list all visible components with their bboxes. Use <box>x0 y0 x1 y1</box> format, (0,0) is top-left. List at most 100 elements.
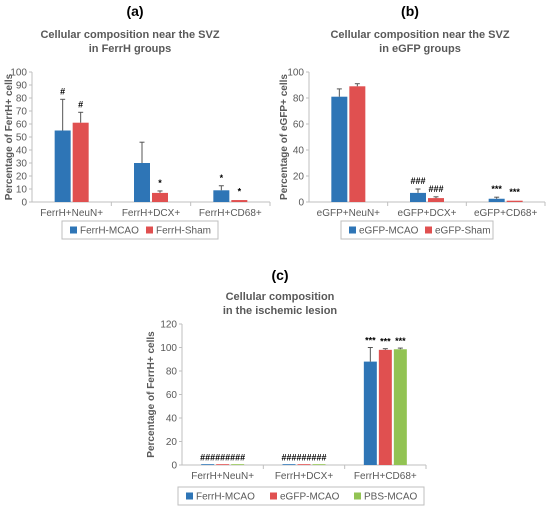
chart-b-bar <box>410 192 426 202</box>
chart-a-legend-swatch <box>70 226 77 234</box>
chart-a-y-tick-label: 50 <box>16 133 28 144</box>
chart-a-bar <box>54 130 71 202</box>
chart-b-title-line: Cellular composition near the SVZ <box>330 29 509 41</box>
chart-c-bar <box>312 464 326 465</box>
chart-a-y-tick-label: 20 <box>16 172 28 183</box>
chart-c-bar <box>297 464 311 465</box>
chart-c-legend-box <box>177 486 425 506</box>
chart-b-legend-label: eGFP-MCAO <box>359 226 419 237</box>
chart-c-y-tick-label: 0 <box>171 461 177 472</box>
chart-a-y-tick-label: 10 <box>16 185 28 196</box>
chart-c-title-line: in the ischemic lesion <box>223 305 338 317</box>
chart-c-significance-marker: ### <box>200 452 215 462</box>
chart-c-significance-marker: *** <box>380 337 391 347</box>
chart-c-bar <box>378 349 392 465</box>
chart-c-y-tick-label: 20 <box>166 437 178 448</box>
chart-b-x-tick-label: eGFP+NeuN+ <box>317 208 381 219</box>
chart-a-bar <box>231 200 248 202</box>
chart-c-significance-marker: ### <box>311 452 326 462</box>
chart-b-svg: (b) Cellular composition near the SVZ in e… <box>279 3 546 240</box>
chart-a-title-line: in FerrH groups <box>89 43 172 55</box>
chart-b-title-line: in eGFP groups <box>379 43 461 55</box>
chart-c-x-tick-label: FerrH+CD68+ <box>354 471 417 482</box>
chart-b-y-tick-label: 80 <box>293 94 305 105</box>
chart-c-bar <box>282 464 296 465</box>
chart-b-x-tick-label: eGFP+DCX+ <box>398 208 457 219</box>
chart-panel-a: (a) Cellular composition near the SVZ in F… <box>0 0 275 255</box>
chart-c-legend-swatch <box>270 492 277 500</box>
chart-c-bar <box>231 464 245 465</box>
chart-c-legend-label: FerrH-MCAO <box>196 492 255 503</box>
chart-c-y-tick-label: 40 <box>166 414 178 425</box>
chart-b-y-tick-label: 0 <box>298 198 304 209</box>
chart-b-legend-swatch <box>349 226 356 234</box>
chart-b-significance-marker: *** <box>509 187 520 197</box>
chart-b-significance-marker: ### <box>428 184 443 194</box>
chart-a-y-tick-label: 90 <box>16 81 28 92</box>
chart-b-bar <box>506 200 523 202</box>
chart-c-y-tick-label: 120 <box>160 320 177 331</box>
chart-c-significance-marker: *** <box>395 336 406 346</box>
chart-a-bar <box>213 190 230 202</box>
chart-b-y-tick-label: 100 <box>287 68 304 79</box>
chart-a-legend-label: FerrH-MCAO <box>80 226 139 237</box>
chart-b-legend-swatch <box>425 226 432 234</box>
chart-a-bar <box>152 192 168 202</box>
chart-c-significance-marker: ### <box>215 452 230 462</box>
chart-panel-c: (c) Cellular composition in the ischemic l… <box>140 262 430 518</box>
chart-c-bar <box>393 349 407 465</box>
chart-a-y-tick-label: 80 <box>16 94 28 105</box>
chart-a-x-tick-label: FerrH+CD68+ <box>199 208 262 219</box>
chart-a-significance-marker: * <box>238 186 242 196</box>
chart-c-legend-label: PBS-MCAO <box>364 492 418 503</box>
chart-a-y-tick-label: 60 <box>16 120 28 131</box>
chart-b-panel-label: (b) <box>401 3 419 19</box>
chart-b-bar <box>428 198 444 202</box>
chart-c-bar <box>201 464 215 465</box>
chart-a-y-tick-label: 40 <box>16 146 28 157</box>
chart-c-bar <box>216 464 230 465</box>
chart-c-svg: (c) Cellular composition in the ischemic l… <box>146 267 427 506</box>
chart-b-x-tick-label: eGFP+CD68+ <box>474 208 538 219</box>
chart-b-y-tick-label: 20 <box>293 172 305 183</box>
chart-b-bar <box>349 86 366 202</box>
chart-c-x-tick-label: FerrH+DCX+ <box>275 471 334 482</box>
chart-c-significance-marker: ### <box>296 452 311 462</box>
chart-a-y-tick-label: 0 <box>21 198 27 209</box>
chart-a-title-line: Cellular composition near the SVZ <box>40 29 219 41</box>
chart-c-legend-label: eGFP-MCAO <box>280 492 340 503</box>
chart-c-y-tick-label: 60 <box>166 390 178 401</box>
chart-a-significance-marker: * <box>220 173 224 183</box>
chart-c-y-tick-label: 100 <box>160 343 177 354</box>
chart-c-panel-label: (c) <box>271 267 288 283</box>
chart-a-y-tick-label: 70 <box>16 107 28 118</box>
chart-c-y-axis-label: Percentage of FerrH+ cells <box>146 331 157 458</box>
chart-c-significance-marker: ### <box>281 452 296 462</box>
chart-a-legend-box <box>61 220 219 240</box>
chart-a-y-tick-label: 30 <box>16 159 28 170</box>
chart-a-y-axis-label: Percentage of FerrH+ cells <box>4 73 15 200</box>
chart-c-significance-marker: ### <box>230 452 245 462</box>
chart-b-bar <box>331 96 348 202</box>
chart-a-significance-marker: * <box>158 178 162 188</box>
chart-c-title-line: Cellular composition <box>226 291 335 303</box>
chart-b-bar <box>488 198 505 202</box>
chart-a-significance-marker: # <box>60 86 65 96</box>
chart-b-y-axis-label: Percentage of eGFP+ cells <box>279 74 290 200</box>
chart-a-legend-label: FerrH-Sham <box>156 226 211 237</box>
chart-a-y-tick-label: 100 <box>10 68 27 79</box>
chart-a-significance-marker: # <box>78 99 83 109</box>
chart-c-bar <box>363 361 377 465</box>
chart-a-bar <box>134 163 150 202</box>
chart-b-y-tick-label: 40 <box>293 146 305 157</box>
chart-b-y-tick-label: 60 <box>293 120 305 131</box>
chart-a-x-tick-label: FerrH+NeuN+ <box>40 208 103 219</box>
chart-a-x-tick-label: FerrH+DCX+ <box>122 208 181 219</box>
chart-c-significance-marker: *** <box>365 336 376 346</box>
chart-c-legend-swatch <box>186 492 193 500</box>
chart-b-legend-box <box>340 220 494 240</box>
chart-a-svg: (a) Cellular composition near the SVZ in F… <box>4 3 271 240</box>
chart-b-legend-label: eGFP-Sham <box>435 226 491 237</box>
chart-c-legend-swatch <box>354 492 361 500</box>
chart-b-significance-marker: ### <box>410 176 425 186</box>
